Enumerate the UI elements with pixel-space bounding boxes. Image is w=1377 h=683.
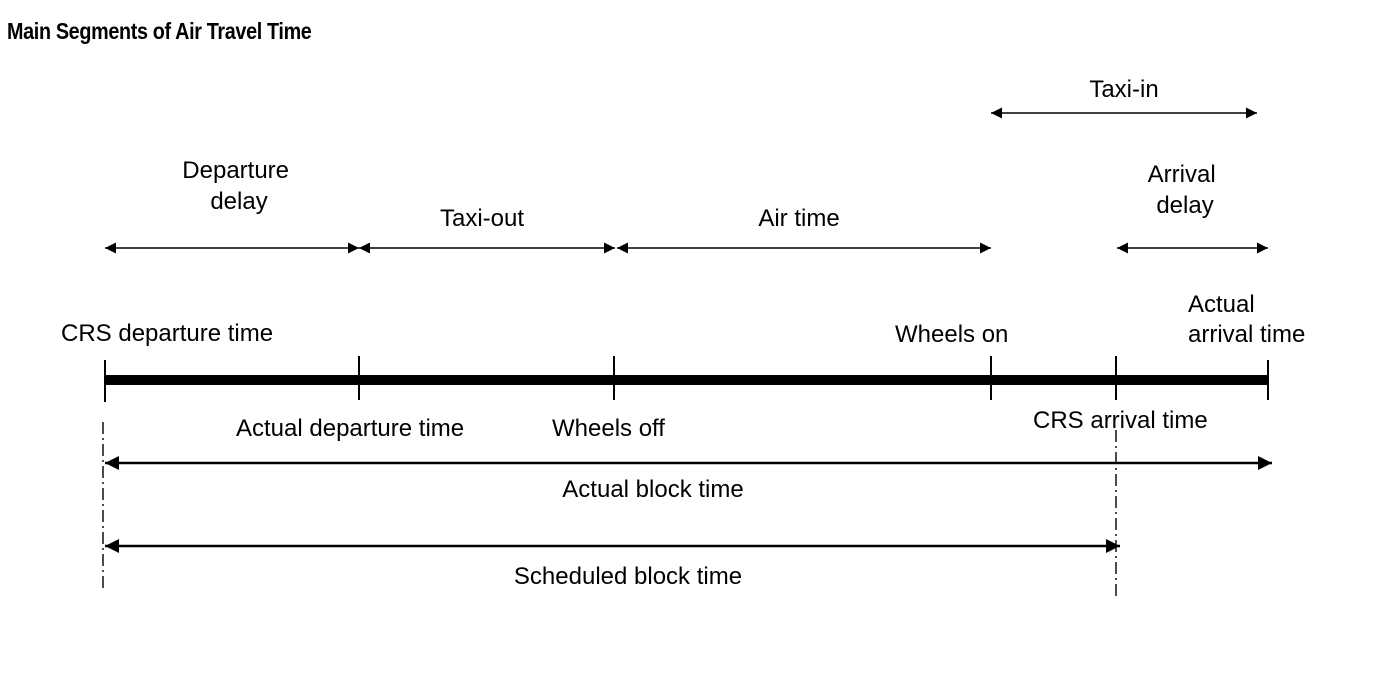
crs-arrival-time-label: CRS arrival time bbox=[1033, 407, 1208, 434]
arrival-delay-label: Arrival delay bbox=[1148, 161, 1223, 219]
crs-departure-time-label: CRS departure time bbox=[61, 320, 273, 347]
arrival-delay-label-line1: Arrival bbox=[1148, 161, 1216, 188]
page-title: Main Segments of Air Travel Time bbox=[7, 18, 312, 44]
wheels-on-label: Wheels on bbox=[895, 321, 1008, 348]
actual-block-time-label: Actual block time bbox=[562, 476, 743, 503]
departure-delay-label-line1: Departure bbox=[182, 157, 289, 184]
arrival-delay-label-line2: delay bbox=[1156, 192, 1213, 219]
actual-arrival-time-label-line1: Actual bbox=[1188, 291, 1255, 318]
actual-departure-time-label: Actual departure time bbox=[236, 415, 464, 442]
taxi-in-label: Taxi-in bbox=[1089, 76, 1158, 103]
actual-arrival-time-label: Actual arrival time bbox=[1188, 291, 1305, 348]
departure-delay-label: Departure delay bbox=[182, 157, 295, 215]
departure-delay-label-line2: delay bbox=[210, 188, 267, 215]
taxi-out-label: Taxi-out bbox=[440, 205, 524, 232]
actual-arrival-time-label-line2: arrival time bbox=[1188, 321, 1305, 348]
scheduled-block-time-label: Scheduled block time bbox=[514, 563, 742, 590]
air-time-label: Air time bbox=[758, 205, 839, 232]
wheels-off-label: Wheels off bbox=[552, 415, 665, 442]
